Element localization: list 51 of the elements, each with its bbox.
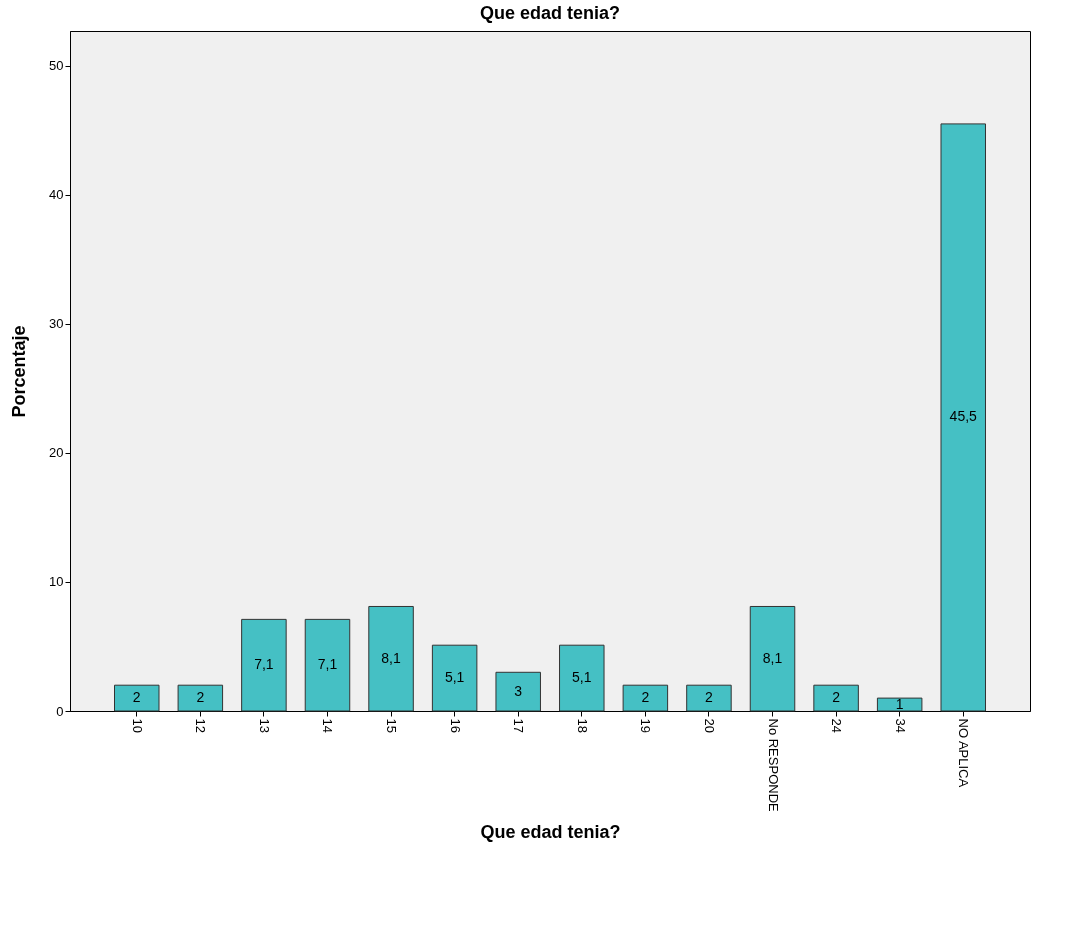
- y-tick-label: 10: [49, 574, 64, 590]
- y-tick-label: 30: [49, 316, 64, 332]
- data-label: 8,1: [381, 649, 401, 666]
- x-tick-label: 19: [638, 718, 654, 733]
- data-label: 5,1: [444, 669, 465, 686]
- bar: [940, 123, 986, 712]
- bar: [495, 671, 541, 712]
- bar: [813, 684, 859, 712]
- bar: [114, 684, 160, 712]
- bar: [876, 697, 923, 712]
- bar: [304, 618, 351, 712]
- x-axis-title: Que edad tenia?: [480, 821, 621, 842]
- x-tick-label: 14: [320, 718, 336, 733]
- x-tick-label: 15: [384, 718, 400, 733]
- data-label: 45,5: [949, 408, 978, 425]
- data-label: 2: [196, 689, 205, 706]
- y-tick-label: 0: [56, 703, 64, 719]
- bar: [686, 684, 732, 712]
- bar: [431, 644, 478, 712]
- data-label: 7,1: [254, 656, 274, 673]
- x-tick-label: 12: [193, 718, 209, 733]
- x-tick-label: 16: [447, 718, 463, 733]
- data-label: 2: [641, 689, 650, 706]
- data-label: 5,1: [572, 669, 592, 686]
- x-tick-label: 10: [129, 718, 145, 733]
- y-tick-label: 50: [49, 58, 64, 74]
- x-tick-label: 20: [701, 718, 717, 733]
- y-tick-label: 20: [49, 445, 64, 461]
- bar: [749, 605, 796, 712]
- data-label: 2: [132, 689, 141, 706]
- x-tick-label: 13: [256, 718, 272, 733]
- y-axis-title: Porcentaje: [9, 325, 30, 418]
- data-label: 2: [705, 689, 714, 706]
- data-label: 7,1: [317, 656, 338, 673]
- x-tick-label: NO APLICA: [956, 718, 972, 788]
- x-tick-label: No RESPONDE: [765, 718, 781, 813]
- bar: [177, 684, 224, 712]
- x-tick-label: 17: [511, 718, 527, 733]
- bar: [622, 684, 669, 712]
- bar: [241, 618, 287, 712]
- data-label: 3: [514, 682, 523, 699]
- data-label: 8,1: [762, 649, 783, 666]
- data-label: 2: [832, 689, 841, 706]
- bar: [559, 644, 605, 712]
- y-tick-label: 40: [49, 187, 64, 203]
- chart-title: Que edad tenia?: [479, 3, 621, 23]
- bar: [368, 605, 414, 712]
- x-tick-label: 24: [829, 718, 845, 733]
- data-label: 1: [895, 695, 904, 712]
- x-tick-label: 18: [574, 718, 590, 733]
- x-tick-label: 34: [892, 718, 908, 733]
